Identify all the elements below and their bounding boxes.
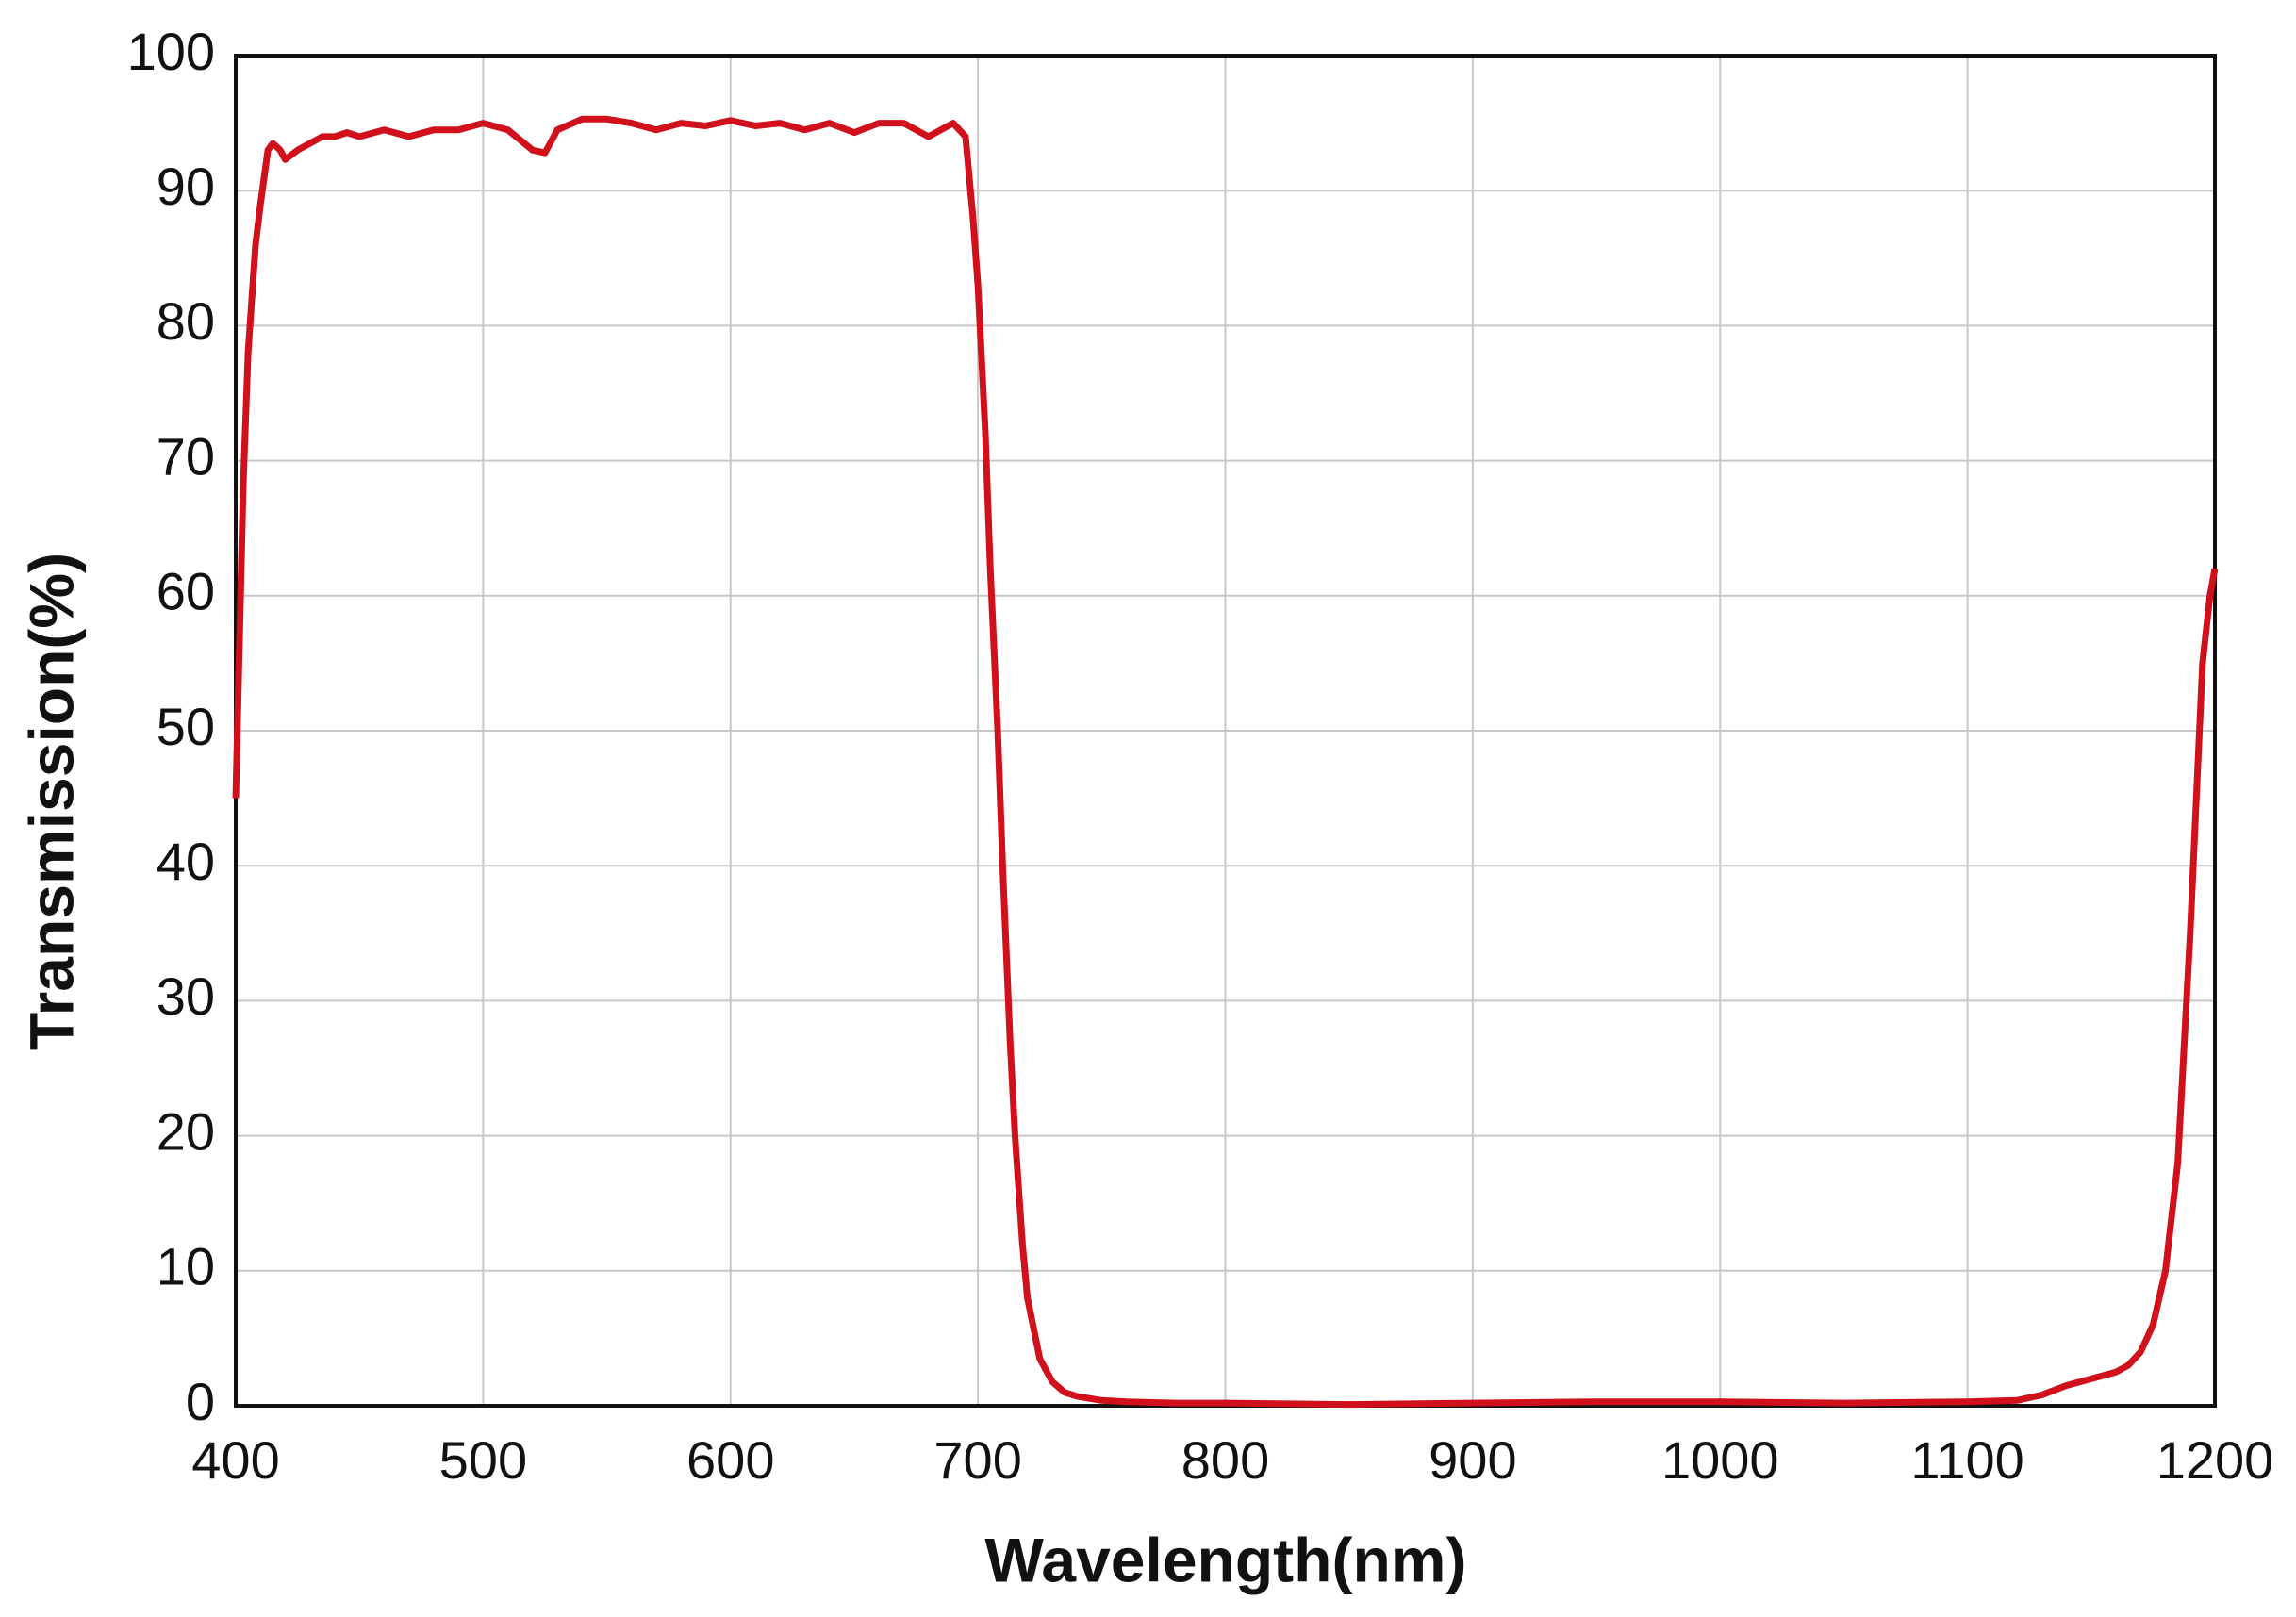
y-tick-label: 30 <box>157 966 215 1026</box>
y-tick-label: 70 <box>157 426 215 486</box>
x-tick-label: 400 <box>191 1430 279 1490</box>
x-tick-label: 1200 <box>2156 1430 2274 1490</box>
y-tick-label: 80 <box>157 291 215 351</box>
x-tick-label: 700 <box>933 1430 1021 1490</box>
y-tick-label: 60 <box>157 562 215 621</box>
y-tick-label: 90 <box>157 157 215 216</box>
x-tick-label: 1100 <box>1910 1430 2023 1490</box>
x-tick-label: 800 <box>1181 1430 1269 1490</box>
y-tick-label: 10 <box>157 1237 215 1296</box>
x-tick-label: 600 <box>686 1430 774 1490</box>
data-line <box>232 115 2219 1409</box>
x-tick-label: 1000 <box>1661 1430 1779 1490</box>
y-axis-title: Transmission(%) <box>16 553 86 1050</box>
y-tick-label: 0 <box>186 1372 215 1431</box>
y-tick-label: 100 <box>127 22 215 81</box>
x-tick-label: 900 <box>1429 1430 1516 1490</box>
x-axis-title: Wavelength(nm) <box>985 1525 1467 1594</box>
y-tick-label: 20 <box>157 1101 215 1161</box>
x-tick-label: 500 <box>439 1430 527 1490</box>
y-tick-label: 50 <box>157 697 215 756</box>
y-tick-label: 40 <box>157 832 215 891</box>
